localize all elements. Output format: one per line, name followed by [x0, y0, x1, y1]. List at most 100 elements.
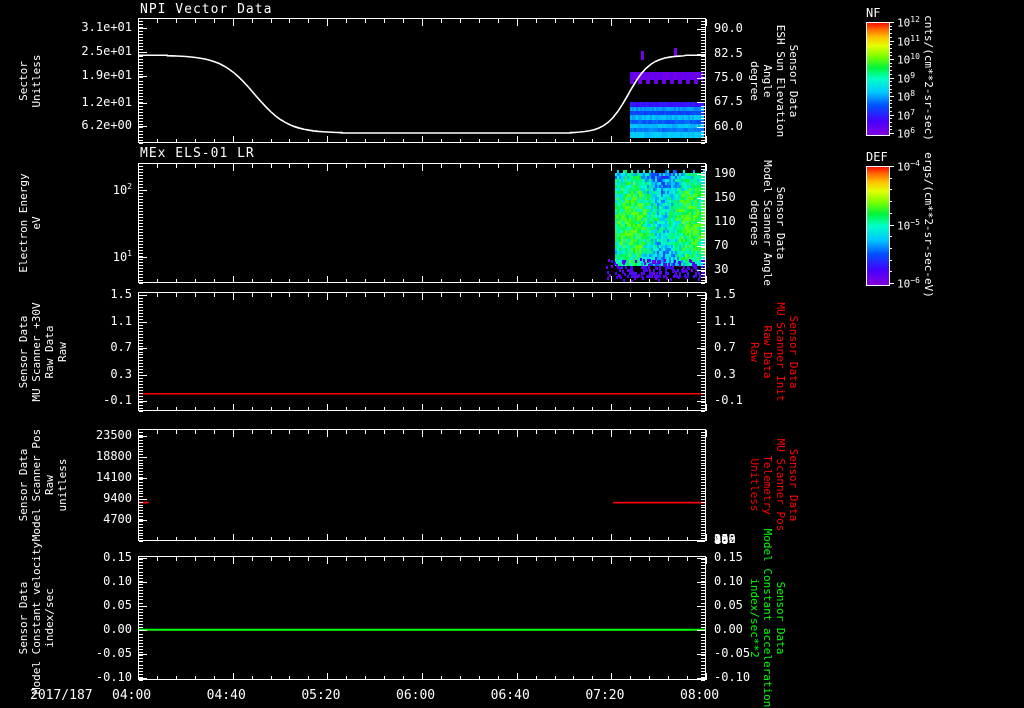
y-minor-tick [139, 316, 143, 317]
x-major-tick [327, 293, 329, 300]
y-minor-tick [139, 643, 143, 644]
x-minor-tick [308, 430, 310, 434]
x-minor-tick [308, 164, 310, 168]
y-minor-tick [701, 432, 705, 433]
y-minor-tick [139, 590, 143, 591]
x-minor-tick [649, 139, 651, 143]
y-minor-tick [701, 488, 705, 489]
x-minor-tick [459, 407, 461, 411]
x-minor-tick [156, 557, 158, 561]
y-minor-tick [701, 31, 705, 32]
x-minor-tick [308, 279, 310, 283]
colorbar-minor-tick [889, 115, 892, 116]
y-minor-tick [139, 449, 143, 450]
y-minor-tick [139, 627, 143, 628]
x-major-tick [232, 164, 234, 171]
y-minor-tick [139, 612, 143, 613]
x-major-tick [138, 276, 139, 283]
y-minor-tick [701, 93, 705, 94]
panel-5-plot [139, 557, 705, 679]
x-minor-tick [384, 19, 386, 23]
y-minor-tick [701, 71, 705, 72]
y-minor-tick [139, 507, 143, 508]
y-minor-tick [701, 530, 705, 531]
y-minor-tick [701, 565, 705, 566]
x-minor-tick [687, 676, 689, 680]
y-minor-tick [701, 366, 705, 367]
colorbar-minor-tick [889, 48, 892, 49]
colorbar-minor-tick [889, 126, 892, 127]
y-tick-label-right: 110 [714, 214, 736, 228]
x-minor-tick [289, 164, 291, 168]
x-minor-tick [535, 407, 537, 411]
x-major-tick [232, 557, 234, 564]
y-minor-tick [701, 618, 705, 619]
y-minor-tick [139, 575, 143, 576]
y-major-tick [139, 103, 147, 104]
y-minor-tick [139, 328, 143, 329]
y-axis-label-right: Model Scanner Angle [761, 160, 774, 286]
y-minor-tick [701, 223, 705, 224]
y-minor-tick [701, 578, 705, 579]
x-major-tick [327, 430, 329, 437]
x-major-tick [138, 673, 139, 680]
y-minor-tick [701, 640, 705, 641]
y-minor-tick [139, 372, 143, 373]
x-major-tick [516, 19, 518, 26]
y-minor-tick [139, 304, 143, 305]
colorbar-tick-label: 10−5 [897, 218, 920, 233]
y-minor-tick [139, 340, 143, 341]
x-minor-tick [346, 537, 348, 541]
x-minor-tick [213, 293, 215, 297]
y-tick-label: 23500 [95, 428, 132, 442]
y-tick-label-right: 75.0 [714, 70, 743, 84]
y-tick-label-right: -0.10 [714, 670, 751, 684]
x-major-tick [516, 534, 518, 541]
time-tick-label: 06:00 [396, 688, 436, 703]
y-minor-tick [139, 621, 143, 622]
y-axis-label-left: Sensor Data [17, 448, 30, 522]
y-minor-tick [139, 408, 143, 409]
colorbar-tick-label: 109 [897, 71, 916, 86]
y-minor-tick [139, 446, 143, 447]
y-minor-tick [139, 27, 143, 28]
x-major-tick [138, 19, 139, 26]
x-minor-tick [630, 407, 632, 411]
y-tick-label-right: 0.3 [714, 367, 736, 381]
x-minor-tick [478, 164, 480, 168]
x-minor-tick [213, 407, 215, 411]
y-minor-tick [701, 99, 705, 100]
y-axis-label-left: eV [30, 216, 43, 230]
x-minor-tick [535, 279, 537, 283]
y-minor-tick [701, 677, 705, 678]
x-minor-tick [403, 557, 405, 561]
x-minor-tick [459, 139, 461, 143]
x-minor-tick [573, 676, 575, 680]
y-minor-tick [139, 250, 143, 251]
y-minor-tick [139, 363, 143, 364]
x-minor-tick [194, 19, 196, 23]
y-minor-tick [139, 460, 143, 461]
colorbar-minor-tick [889, 189, 892, 190]
y-minor-tick [701, 387, 705, 388]
x-minor-tick [554, 430, 556, 434]
x-minor-tick [365, 676, 367, 680]
y-minor-tick [139, 190, 143, 191]
x-minor-tick [365, 19, 367, 23]
x-minor-tick [459, 19, 461, 23]
y-minor-tick [139, 463, 143, 464]
y-minor-tick [701, 381, 705, 382]
y-minor-tick [139, 268, 143, 269]
x-minor-tick [668, 139, 670, 143]
y-minor-tick [701, 190, 705, 191]
x-minor-tick [308, 407, 310, 411]
panel-2-plot [139, 164, 705, 282]
y-minor-tick [139, 630, 143, 631]
x-minor-tick [346, 676, 348, 680]
y-minor-tick [139, 468, 143, 469]
x-major-tick [611, 276, 613, 283]
y-minor-tick [701, 217, 705, 218]
y-major-tick [139, 558, 147, 559]
y-minor-tick [701, 250, 705, 251]
x-minor-tick [384, 164, 386, 168]
